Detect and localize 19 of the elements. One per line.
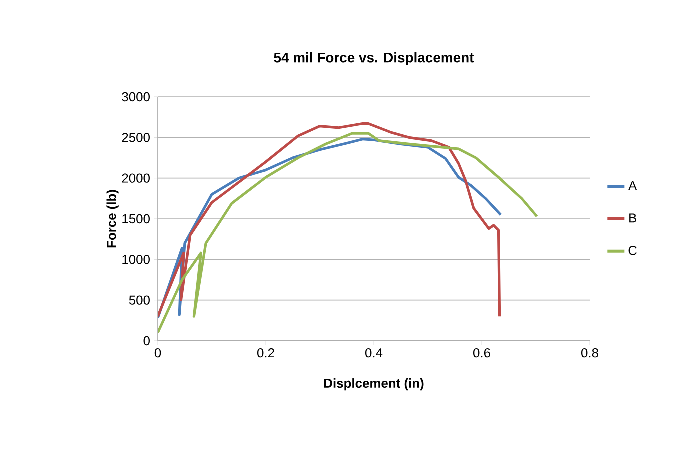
y-axis-title: Force (lb): [106, 190, 119, 248]
legend-label: C: [628, 246, 637, 256]
x-axis-title: Displcement (in): [324, 378, 424, 391]
x-tick-label: 0: [154, 348, 162, 358]
y-tick-label: 1000: [122, 255, 150, 264]
y-tick-label: 2000: [122, 174, 150, 183]
x-tick-label: 0.2: [258, 348, 274, 358]
line-series: [158, 132, 538, 334]
y-tick-label: 3000: [122, 92, 150, 102]
x-tick-label: 0.4: [366, 348, 383, 358]
chart-title: 54 mil Force vs. Displacement: [274, 52, 474, 66]
legend-label: A: [628, 181, 638, 190]
x-tick-label: 0.8: [582, 348, 598, 358]
y-tick-label: 0: [144, 336, 150, 346]
y-tick-label: 1500: [122, 214, 150, 224]
y-tick-label: 2500: [122, 133, 150, 142]
y-tick-label: 500: [129, 296, 150, 305]
x-tick-label: 0.6: [474, 348, 490, 358]
legend-label: B: [630, 214, 636, 223]
